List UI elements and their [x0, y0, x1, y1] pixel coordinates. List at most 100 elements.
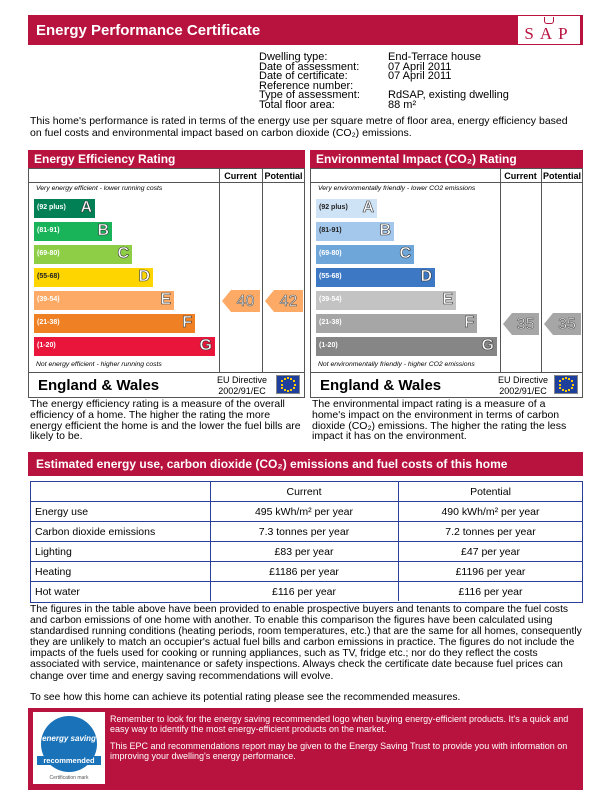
rating-band: (92 plus) A	[34, 199, 95, 218]
band-range: (39-54)	[319, 296, 342, 303]
rating-band: (21-38) F	[34, 314, 195, 333]
band-range: (1-20)	[37, 342, 56, 349]
section-title: Estimated energy use, carbon dioxide (CO…	[36, 457, 508, 471]
eu-star	[290, 377, 293, 380]
band-range: (69-80)	[37, 250, 60, 257]
directive: EU Directive	[497, 375, 548, 385]
row-divider	[310, 372, 583, 373]
column-header: Current	[504, 171, 537, 181]
rating-band: (55-68) D	[316, 268, 435, 287]
eu-star	[568, 377, 571, 380]
row-potential: 490 kWh/m² per year	[441, 506, 540, 518]
panel-title-band	[310, 150, 583, 168]
column-header: Current	[224, 171, 257, 181]
band-letter: E	[160, 291, 171, 309]
section-band	[28, 452, 583, 476]
panel-title: Environmental Impact (CO₂) Rating	[316, 152, 517, 166]
eu-star	[287, 390, 289, 392]
column-header: Potential	[542, 171, 581, 181]
rating-band: (81-91) B	[316, 222, 394, 241]
detail-value: 07 April 2011	[388, 60, 452, 73]
eu-star	[283, 389, 286, 392]
rating-band: (1-20) G	[316, 337, 497, 356]
directive: EU Directive	[216, 375, 267, 385]
row-label: Heating	[35, 566, 72, 578]
eu-star	[280, 383, 283, 386]
detail-label: Reference number:	[259, 79, 354, 92]
detail-value: 07 April 2011	[388, 70, 452, 83]
note: To see how this home can achieve its pot…	[30, 692, 461, 703]
rating-band: (69-80) C	[34, 245, 132, 264]
directive: 2002/91/EC	[218, 386, 266, 396]
crown	[544, 17, 554, 24]
esr-text: Certification mark	[49, 775, 89, 781]
col-divider	[500, 168, 501, 372]
region: England & Wales	[320, 377, 442, 394]
rating-arrow	[265, 289, 303, 312]
band-letter: G	[199, 337, 212, 355]
row-potential: £1196 per year	[455, 566, 526, 578]
eu-star	[559, 380, 562, 383]
rating-arrow-box: 40	[222, 289, 260, 312]
panel-description: The environmental impact rating is a mea…	[312, 398, 567, 443]
eu-star	[292, 386, 295, 389]
detail-label: Date of certificate:	[259, 70, 348, 83]
eu-star	[571, 383, 574, 386]
band-letter: A	[362, 199, 374, 217]
col-divider	[219, 168, 220, 372]
sap-logo: SAP	[518, 16, 580, 44]
band-letter: B	[97, 222, 109, 240]
detail-label: Total floor area:	[259, 99, 335, 111]
eu-flag	[554, 375, 578, 394]
table-row-line	[30, 561, 583, 562]
eu-star	[570, 386, 573, 389]
eu-star	[568, 389, 571, 392]
table-header: Potential	[470, 486, 511, 498]
potential-rating: 42	[280, 293, 298, 310]
table-col-line	[398, 481, 399, 601]
band-range: (81-91)	[319, 227, 342, 234]
current-rating: 40	[237, 293, 255, 310]
table-row-line	[30, 581, 583, 582]
band-range: (69-80)	[319, 250, 342, 257]
col-divider	[262, 168, 263, 372]
eu-star	[565, 377, 567, 379]
band-letter: C	[117, 245, 129, 263]
row-current: 495 kWh/m² per year	[254, 506, 354, 518]
eu-star	[559, 386, 562, 389]
table-row-line	[30, 521, 583, 522]
esr-logo: energy saving recommended Certification ma…	[33, 712, 105, 784]
band-letter: B	[379, 222, 391, 240]
eu-star	[287, 377, 289, 379]
rating-arrow	[544, 312, 581, 335]
band-range: (92 plus)	[37, 204, 66, 211]
band-range: (21-38)	[319, 319, 342, 326]
rating-arrow	[503, 312, 539, 335]
esr-text: energy saving	[42, 734, 96, 743]
panel-description: The energy efficiency rating is a measur…	[30, 398, 301, 443]
row-label: Lighting	[35, 546, 72, 558]
top-note: Very energy efficient - lower running co…	[36, 185, 163, 192]
bottom-note: Not environmentally friendly - higher CO…	[318, 361, 475, 368]
row-current: 7.3 tonnes per year	[258, 526, 350, 538]
detail-value: RdSAP, existing dwelling	[388, 89, 509, 102]
rating-band: (69-80) C	[316, 245, 414, 264]
note: The figures in the table above have been…	[30, 604, 582, 682]
detail-value: End-Terrace house	[388, 51, 481, 63]
footer-text: This EPC and recommendations report may …	[110, 741, 568, 761]
footer-text: Remember to look for the energy saving r…	[110, 714, 569, 734]
eu-star	[290, 389, 293, 392]
detail-value: 88 m²	[388, 99, 417, 111]
sap-logo-text: SAP	[524, 24, 574, 43]
detail-label: Dwelling type:	[259, 51, 328, 63]
row-current: £83 per year	[274, 546, 334, 558]
band-letter: G	[481, 337, 494, 355]
table-header: Current	[286, 486, 322, 498]
rating-arrow-box: 42	[265, 289, 303, 312]
panel-title: Energy Efficiency Rating	[34, 152, 176, 166]
eu-star	[558, 383, 561, 386]
band-letter: D	[138, 268, 150, 286]
eu-star	[281, 380, 284, 383]
band-range: (1-20)	[319, 342, 338, 349]
